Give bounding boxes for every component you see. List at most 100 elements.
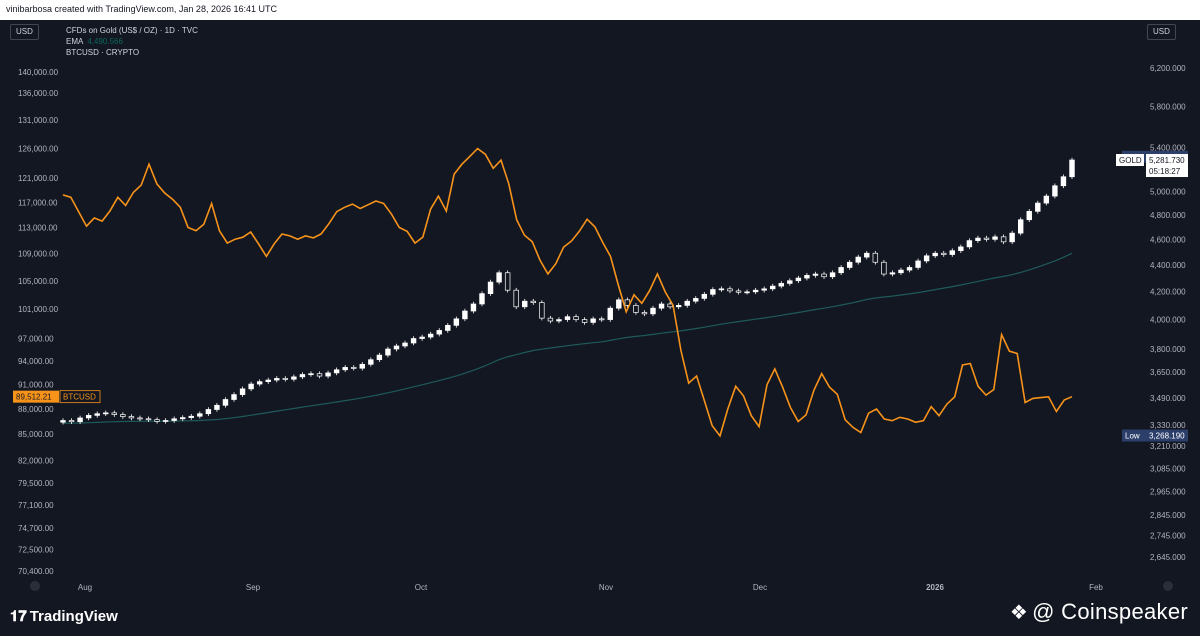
tradingview-logo-text: TradingView	[29, 608, 118, 625]
gold-candle	[214, 404, 220, 410]
gold-candle	[590, 318, 596, 323]
x-tick-label: Aug	[78, 583, 92, 592]
chart-area[interactable]	[0, 20, 1200, 596]
gold-candle	[829, 272, 836, 278]
gold-candle	[504, 272, 511, 291]
gold-candle	[658, 303, 665, 309]
gold-candle	[256, 381, 263, 385]
tradingview-logo[interactable]: 𝟏𝟕 TradingView	[10, 608, 118, 625]
bar-countdown: 05:18:27	[1149, 167, 1181, 176]
gold-candle	[855, 256, 861, 263]
caption-text: vinibarbosa created with TradingView.com…	[6, 4, 277, 14]
gold-candle	[547, 317, 554, 322]
gold-candle	[872, 252, 879, 263]
gold-candle	[342, 367, 348, 371]
gold-candle	[966, 240, 973, 248]
gold-candle	[162, 420, 169, 422]
left-tick-label: 70,400.00	[18, 567, 54, 576]
left-tick-label: 91,000.00	[18, 381, 54, 390]
gold-candle	[881, 261, 887, 275]
x-tick-label: Feb	[1089, 583, 1103, 592]
time-axis[interactable]: Aug Sep Oct Nov Dec 2026 Feb	[30, 581, 1173, 592]
right-tick-label: 5,800.000	[1150, 102, 1186, 111]
right-tick-label: 2,845.000	[1150, 511, 1186, 520]
right-tick-label: 5,400.000	[1150, 143, 1186, 152]
right-tick-label: 4,000.000	[1150, 316, 1186, 325]
gold-candle	[282, 378, 289, 380]
gold-candle	[188, 415, 194, 418]
gold-candle	[923, 255, 930, 262]
gold-candle	[496, 272, 502, 283]
left-price-axis[interactable]: 140,000.00 136,000.00 131,000.00 126,000.00…	[18, 68, 59, 576]
legend-symbol-gold[interactable]: CFDs on Gold (US$ / OZ) · 1D · TVC	[66, 26, 198, 35]
gold-candle	[804, 275, 810, 279]
legend-symbol-btc[interactable]: BTCUSD · CRYPTO	[66, 48, 140, 57]
gold-candle	[239, 388, 246, 395]
left-tick-label: 88,000.00	[18, 405, 54, 414]
gold-candle	[436, 330, 442, 335]
gold-candle	[316, 373, 323, 377]
low-label: Low	[1125, 432, 1140, 441]
gold-candle	[735, 290, 742, 293]
gold-candle	[1043, 195, 1050, 204]
low-value: 3,268.190	[1149, 432, 1185, 441]
gold-candle	[599, 318, 605, 321]
x-tick-label: Sep	[246, 583, 261, 592]
gold-candle	[513, 289, 519, 308]
gold-candle	[154, 419, 160, 422]
gold-candle	[171, 418, 177, 421]
gold-candle	[487, 281, 494, 294]
gold-candle	[633, 305, 639, 313]
btc-last-price: 89,512.21	[16, 393, 52, 402]
right-tick-label: 3,210.000	[1150, 442, 1186, 451]
gold-symbol-tag: GOLD	[1119, 156, 1142, 165]
gold-candle	[701, 293, 708, 299]
left-currency-button[interactable]: USD	[10, 24, 39, 40]
gold-candle	[470, 303, 477, 312]
right-tick-label: 3,330.000	[1150, 421, 1186, 430]
gold-candle	[368, 359, 374, 365]
price-tags: High5,311.580Low3,268.190GOLD5,281.73005…	[13, 150, 1188, 442]
gold-candle	[787, 280, 793, 284]
gold-candle	[641, 312, 648, 315]
gold-candle	[410, 338, 417, 344]
gold-candle	[291, 376, 297, 380]
right-tick-label: 6,200.000	[1150, 64, 1186, 73]
gold-candle	[975, 237, 981, 241]
gold-candle	[821, 273, 827, 278]
gold-candle	[727, 288, 733, 292]
gold-candle	[607, 307, 613, 320]
right-tick-label: 4,400.000	[1150, 261, 1186, 270]
price-chart[interactable]: 140,000.00 136,000.00 131,000.00 126,000.00…	[0, 20, 1200, 596]
gold-candle	[393, 345, 400, 350]
coinspeaker-watermark-text: @ Coinspeaker	[1032, 599, 1188, 624]
gold-candle	[1026, 210, 1032, 221]
plot-area[interactable]	[60, 147, 1075, 438]
gold-candles	[60, 157, 1075, 425]
gold-candle	[752, 289, 759, 293]
gold-candle	[573, 316, 579, 320]
gold-candle	[120, 414, 126, 417]
legend-ema[interactable]: EMA 4,490.566	[66, 36, 198, 47]
left-tick-label: 131,000.00	[18, 116, 59, 125]
gold-candle	[846, 261, 853, 268]
gold-candle	[308, 373, 314, 376]
gold-candle	[1000, 236, 1007, 243]
gold-candle	[248, 383, 254, 390]
gold-candle	[983, 237, 990, 240]
gold-candle	[898, 269, 904, 274]
gold-candle	[693, 298, 699, 302]
right-currency-button[interactable]: USD	[1147, 24, 1176, 40]
right-tick-label: 3,490.000	[1150, 394, 1186, 403]
gold-candle	[1052, 185, 1058, 197]
gold-candle	[351, 367, 357, 369]
right-tick-label: 3,650.000	[1150, 368, 1186, 377]
footer-bar	[0, 596, 1200, 636]
right-price-axis[interactable]: 6,200.000 5,800.000 5,400.000 5,000.000 4,80…	[1150, 64, 1186, 562]
right-tick-label: 2,645.000	[1150, 553, 1186, 562]
btc-symbol-tag: BTCUSD	[63, 393, 96, 402]
gold-symbol-tag-box	[1116, 154, 1144, 167]
left-tick-label: 82,000.00	[18, 456, 54, 465]
gold-candle	[1069, 159, 1075, 178]
gold-candle	[274, 378, 280, 381]
